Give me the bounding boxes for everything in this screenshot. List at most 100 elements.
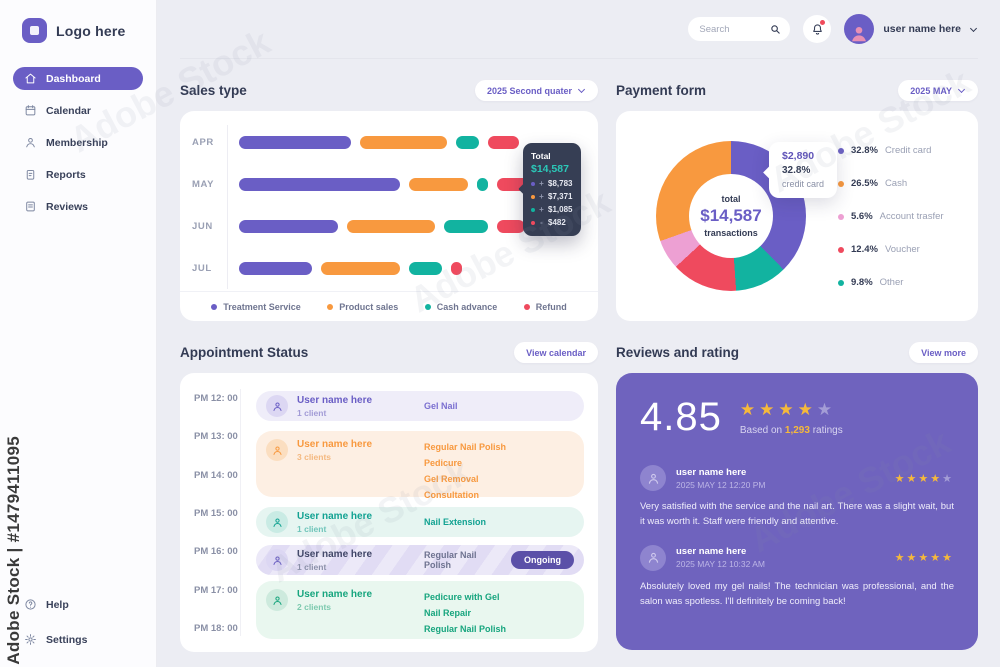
sidebar-item-settings[interactable]: Settings	[13, 628, 143, 651]
notifications-button[interactable]	[803, 15, 832, 43]
notification-dot	[820, 20, 826, 25]
appointment-services: Pedicure with Gel Nail Repair Regular Nail…	[424, 592, 507, 634]
donut-tooltip-percent: 32.8%	[782, 165, 811, 176]
appointment-services: Gel Nail	[424, 401, 458, 411]
reviewer-avatar-icon	[640, 465, 666, 491]
chevron-down-icon	[969, 24, 978, 32]
sidebar-item-membership[interactable]: Membership	[13, 131, 143, 154]
bar-segment	[488, 135, 519, 149]
client-avatar-icon	[266, 511, 288, 533]
appointment-entry[interactable]: User name here 1 client Nail Extension	[256, 507, 584, 537]
timeline-time: PM 14: 00	[194, 469, 238, 481]
search-box	[688, 17, 791, 41]
payment-legend-item: 26.5% Cash	[838, 167, 966, 200]
timeline-divider	[240, 389, 241, 636]
view-calendar-label: View calendar	[526, 347, 586, 358]
tooltip-row: + $8,783	[531, 179, 573, 188]
reviews-card: 4.85 ★★★★★ Based on 1,293 ratings user n…	[616, 373, 978, 650]
left-column: Sales type 2025 Second quater APR MAY JUN J…	[180, 59, 598, 652]
sidebar-item-label: Reports	[46, 168, 86, 181]
donut-tooltip-value: $2,890	[782, 150, 815, 162]
bar-row-jul: JUL	[192, 247, 586, 289]
appointment-client-name: User name here	[297, 394, 373, 406]
legend-item: Cash advance	[424, 302, 497, 312]
appointment-client-count: 3 clients	[297, 452, 332, 462]
appointment-client-name: User name here	[297, 548, 373, 560]
search-icon	[771, 24, 781, 34]
bar-row-jun: JUN	[192, 205, 586, 247]
appointment-entry[interactable]: User name here 1 client Regular Nail Polis…	[256, 545, 584, 575]
tooltip-row: - $482	[531, 218, 573, 227]
legend-item: Product sales	[327, 302, 398, 312]
sales-filter-dropdown[interactable]: 2025 Second quater	[474, 80, 598, 101]
sidebar: Logo here Dashboard Calendar Membership Rep…	[0, 0, 157, 667]
sidebar-item-calendar[interactable]: Calendar	[13, 99, 143, 122]
view-calendar-button[interactable]: View calendar	[514, 342, 598, 363]
chevron-down-icon	[577, 85, 586, 94]
settings-icon	[24, 633, 37, 646]
user-name: user name here	[883, 23, 961, 35]
timeline-time: PM 15: 00	[194, 507, 238, 519]
bar-segment	[477, 177, 488, 191]
payment-filter-dropdown[interactable]: 2025 MAY	[898, 80, 978, 101]
appointment-client-count: 1 client	[297, 407, 327, 418]
payment-legend-item: 32.8% Credit card	[838, 134, 966, 167]
sidebar-item-label: Help	[46, 598, 69, 611]
sidebar-item-reviews[interactable]: Reviews	[13, 195, 143, 218]
appointment-entry[interactable]: User name here 2 clients Pedicure with Gel…	[256, 581, 584, 639]
bar-category-label: APR	[192, 136, 214, 148]
client-avatar-icon	[266, 439, 288, 461]
payment-legend-item: 9.8% Other	[838, 266, 966, 299]
bar-segment	[239, 135, 351, 149]
search-input[interactable]	[699, 23, 766, 35]
sales-legend: Treatment Service Product sales Cash advan…	[180, 291, 598, 321]
appointment-client-count: 2 clients	[297, 602, 332, 612]
review-text: Very satisfied with the service and the …	[640, 501, 954, 528]
stock-watermark-id: Adobe Stock | #1479411095	[4, 436, 23, 665]
donut-center-label: total	[721, 194, 741, 204]
appointment-client-name: User name here	[297, 510, 373, 522]
review-date: 2025 MAY 12 10:32 AM	[676, 559, 765, 570]
sidebar-item-dashboard[interactable]: Dashboard	[13, 67, 143, 90]
sidebar-menu: Dashboard Calendar Membership Reports Review…	[0, 67, 156, 218]
appointment-client-count: 1 client	[297, 561, 327, 572]
avatar	[844, 14, 875, 44]
sidebar-footer: Help Settings	[0, 593, 156, 651]
tooltip-row: + $7,371	[531, 192, 573, 201]
bar-segment	[321, 261, 400, 275]
bar-segment	[239, 219, 338, 233]
view-more-button[interactable]: View more	[909, 342, 978, 363]
appointment-services: Regular Nail Polish	[424, 550, 477, 570]
donut-center: total $14,587 transactions	[689, 174, 773, 258]
review-item: user name here 2025 MAY 12 12:20 PM ★★★★★ V…	[640, 465, 954, 530]
bar-category-label: JUN	[192, 220, 213, 232]
status-badge: Ongoing	[511, 551, 574, 569]
sales-filter-label: 2025 Second quater	[486, 85, 572, 96]
sidebar-item-reports[interactable]: Reports	[13, 163, 143, 186]
bar-category-label: MAY	[192, 178, 215, 190]
sidebar-item-label: Calendar	[46, 104, 91, 117]
appointment-entry[interactable]: User name here 3 clients Regular Nail Poli…	[256, 431, 584, 500]
user-menu[interactable]: user name here	[844, 14, 978, 44]
bar-segment	[360, 135, 447, 149]
sidebar-item-help[interactable]: Help	[13, 593, 143, 616]
timeline-time: PM 12: 00	[194, 393, 238, 404]
sidebar-item-label: Reviews	[46, 200, 89, 213]
bar-row-may: MAY	[192, 163, 586, 205]
topbar: user name here	[180, 0, 978, 59]
appointment-entry[interactable]: User name here 1 client Gel Nail	[256, 391, 584, 421]
timeline-time: PM 17: 00	[194, 584, 238, 596]
appointments-card: PM 12: 00 PM 13: 00 PM 14: 00 PM 15: 00 PM 1…	[180, 373, 598, 652]
logo: Logo here	[0, 16, 156, 67]
legend-item: Treatment Service	[211, 302, 301, 312]
client-avatar-icon	[266, 549, 288, 571]
timeline-time: PM 13: 00	[194, 431, 238, 443]
bar-row-apr: APR	[192, 121, 586, 163]
payment-legend-item: 12.4% Voucher	[838, 233, 966, 266]
appointment-client-name: User name here	[297, 439, 373, 450]
bar-segment	[409, 261, 442, 275]
reviewer-avatar-icon	[640, 544, 666, 571]
payment-filter-label: 2025 MAY	[910, 85, 952, 96]
donut-tooltip: $2,890 32.8% credit card	[769, 142, 838, 198]
rating-stars: ★★★★★	[739, 399, 837, 419]
